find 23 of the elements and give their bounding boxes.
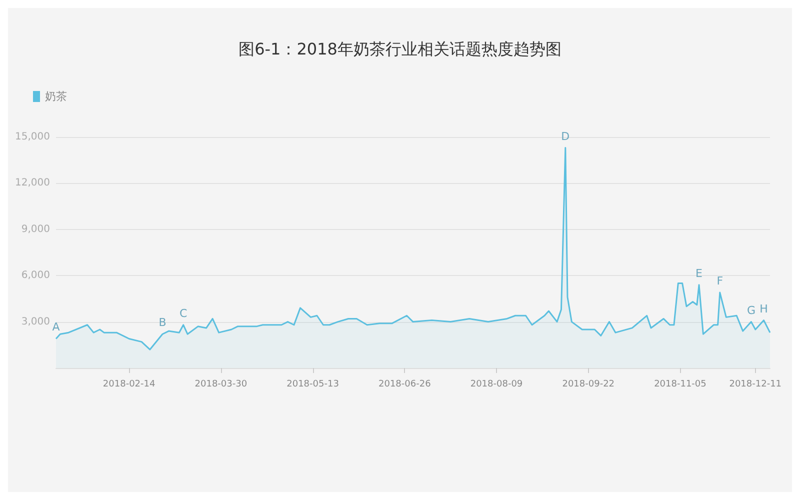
x-tick-label: 2018-03-30 [194, 380, 248, 390]
x-tick-label: 2018-08-09 [470, 380, 523, 390]
chart-title: 图6-1：2018年奶茶行业相关话题热度趋势图 [238, 40, 562, 58]
y-tick-label: 12,000 [15, 178, 50, 189]
annotation: D [561, 130, 570, 143]
y-tick-label: 6,000 [21, 270, 50, 282]
x-tick-label: 2018-06-26 [378, 380, 432, 390]
annotation: A [52, 320, 60, 334]
y-tick-label: 9,000 [21, 224, 50, 235]
y-tick-label: 3,000 [21, 316, 50, 328]
annotation: B [158, 316, 166, 330]
x-tick-label: 2018-05-13 [286, 380, 339, 390]
annotation: E [696, 266, 703, 280]
x-tick-label: 2018-11-05 [654, 380, 706, 390]
x-tick-label: 2018-12-11 [729, 380, 782, 390]
legend-label: 奶茶 [45, 90, 67, 103]
x-tick-label: 2018-09-22 [562, 380, 615, 390]
annotation: F [716, 274, 724, 288]
annotation: C [180, 306, 188, 320]
y-tick-label: 15,000 [15, 132, 50, 142]
x-tick-label: 2018-02-14 [102, 380, 156, 390]
annotation: H [760, 302, 768, 316]
annotation: G [746, 304, 756, 317]
